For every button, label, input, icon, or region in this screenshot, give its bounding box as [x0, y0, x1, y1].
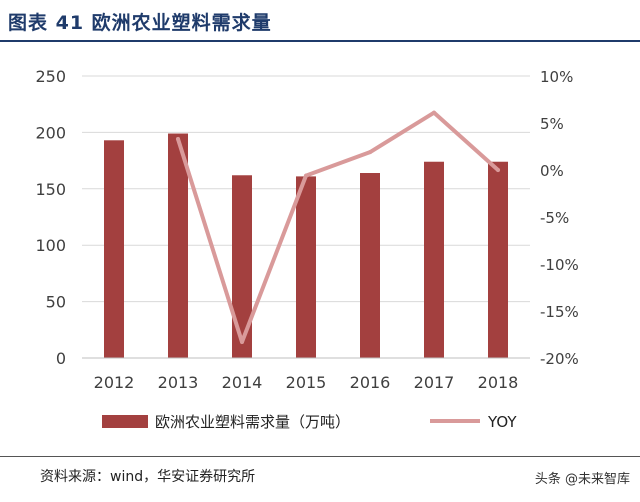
left-axis: 0 50 100 150 200 250	[35, 67, 66, 368]
x-tick-label: 2016	[350, 373, 391, 392]
yoy-point	[368, 150, 372, 155]
legend-label-bar: 欧洲农业塑料需求量（万吨）	[155, 413, 350, 431]
bar	[296, 176, 316, 358]
yoy-point	[240, 340, 244, 345]
left-tick-label: 200	[35, 123, 66, 142]
x-tick-label: 2012	[94, 373, 135, 392]
left-tick-label: 250	[35, 67, 66, 86]
right-tick-label: 5%	[540, 115, 564, 133]
right-tick-label: 0%	[540, 162, 564, 180]
bar	[360, 173, 380, 358]
right-axis: -20% -15% -10% -5% 0% 5% 10%	[540, 68, 579, 368]
right-tick-label: -20%	[540, 350, 579, 368]
x-tick-label: 2013	[158, 373, 199, 392]
right-tick-label: -10%	[540, 256, 579, 274]
left-tick-label: 50	[46, 293, 66, 312]
x-tick-label: 2014	[222, 373, 263, 392]
yoy-point	[176, 136, 180, 141]
yoy-point	[496, 168, 500, 172]
figure-header: 图表 41 欧洲农业塑料需求量	[0, 0, 640, 44]
bar	[104, 140, 124, 358]
right-tick-label: -15%	[540, 303, 579, 321]
left-tick-label: 0	[56, 349, 66, 368]
bar	[168, 133, 188, 358]
x-tick-label: 2017	[414, 373, 455, 392]
x-tick-label: 2015	[286, 373, 327, 392]
figure-title: 图表 41 欧洲农业塑料需求量	[8, 12, 272, 34]
left-tick-label: 150	[35, 180, 66, 199]
x-axis: 2012 2013 2014 2015 2016 2017 2018	[82, 357, 530, 392]
right-tick-label: 10%	[540, 68, 573, 86]
title-rule	[0, 40, 640, 42]
chart: 0 50 100 150 200 250 -20% -15% -10% -5% 0% 5% 10% 2…	[35, 67, 579, 431]
footer-rule	[0, 456, 640, 457]
source-note: 资料来源：wind，华安证券研究所	[40, 469, 256, 485]
left-tick-label: 100	[35, 236, 66, 255]
bar	[424, 161, 444, 358]
bar	[488, 161, 508, 358]
line-series	[176, 110, 500, 345]
watermark: 头条 @未来智库	[534, 472, 630, 487]
x-tick-label: 2018	[478, 373, 519, 392]
legend-label-line: YOY	[487, 413, 517, 431]
yoy-point	[304, 173, 308, 178]
yoy-point	[432, 110, 436, 115]
yoy-line	[176, 110, 500, 345]
bar-series	[104, 133, 508, 358]
right-tick-label: -5%	[540, 209, 569, 227]
legend-swatch-bar	[102, 415, 148, 428]
legend: 欧洲农业塑料需求量（万吨） YOY	[102, 413, 517, 431]
bar	[232, 175, 252, 358]
